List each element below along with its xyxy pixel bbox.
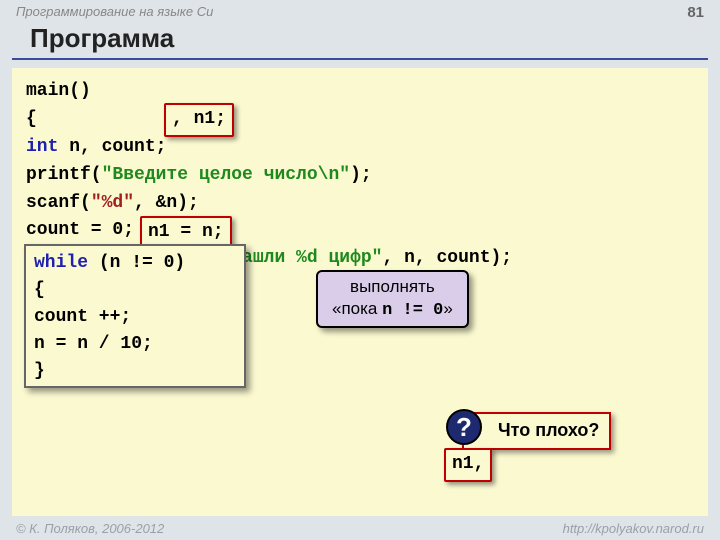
execute-note-box: выполнять «пока n != 0» (316, 270, 469, 328)
slide-title: Программа (0, 21, 720, 58)
page-number: 81 (687, 4, 704, 21)
code-line: count = 0; (26, 217, 694, 245)
footer: © К. Поляков, 2006-2012 http://kpolyakov… (0, 521, 720, 536)
code-line: main() (26, 78, 694, 106)
code-line: { (26, 106, 694, 134)
code-line: scanf("%d", &n); (26, 190, 694, 218)
code-line: int n, count; (26, 134, 694, 162)
code-line: printf("Введите целое число\n"); (26, 162, 694, 190)
footer-url: http://kpolyakov.narod.ru (563, 521, 704, 536)
copyright: © К. Поляков, 2006-2012 (16, 521, 164, 536)
question-box: ? Что плохо? (462, 412, 611, 450)
while-block-box: while (n != 0) { count ++; n = n / 10; } (24, 244, 246, 388)
callout-n1-arg: n1, (444, 448, 492, 482)
header-top: Программирование на языке Си 81 (0, 0, 720, 21)
code-block: main() { int n, count; printf("Введите ц… (12, 68, 708, 516)
title-underline (12, 58, 708, 60)
course-name: Программирование на языке Си (16, 4, 213, 21)
callout-n1-declaration: , n1; (164, 103, 234, 137)
question-icon: ? (446, 409, 482, 445)
